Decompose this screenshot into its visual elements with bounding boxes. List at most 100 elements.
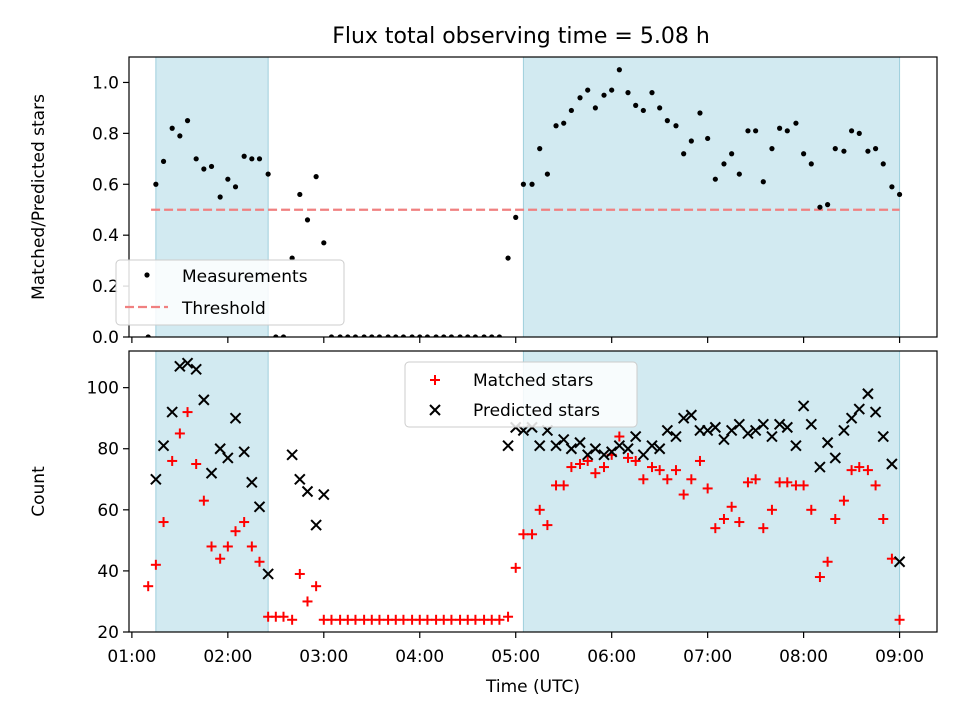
predicted-star-point: [869, 406, 882, 418]
predicted-star-point: [174, 360, 186, 372]
matched-star-point: [575, 459, 586, 470]
measurement-point: [337, 334, 343, 337]
measurement-point: [856, 130, 862, 136]
measurement-point: [465, 334, 471, 337]
x-tick-label: 03:00: [299, 647, 348, 667]
axes-frame: [128, 56, 938, 338]
predicted-star-point: [613, 439, 626, 452]
matched-star-point: [646, 462, 657, 473]
y-tick-label: 40: [97, 562, 119, 582]
measurement-point: [633, 102, 639, 108]
predicted-star-point: [821, 436, 834, 449]
matched-star-point: [558, 480, 569, 491]
matched-star-point: [167, 455, 178, 466]
measurement-point: [848, 128, 855, 134]
matched-star-point: [623, 452, 634, 463]
measurement-point: [208, 163, 215, 170]
matched-star-point: [758, 523, 769, 534]
matched-star-point: [830, 513, 841, 524]
measurement-point: [489, 334, 495, 337]
measurement-point: [784, 128, 790, 134]
matched-star-point: [527, 529, 538, 540]
measurement-point: [817, 204, 823, 210]
matched-star-point: [854, 462, 865, 473]
measurement-point: [688, 138, 694, 144]
matched-star-point: [206, 541, 217, 552]
measurement-point: [601, 92, 607, 98]
predicted-star-point: [646, 439, 658, 452]
measurement-point: [361, 334, 367, 337]
x-tick-label: 05:00: [491, 647, 540, 667]
matched-star-point: [215, 553, 226, 564]
y-tick-label: 0.4: [92, 226, 119, 246]
legend-dot-marker: [144, 272, 150, 278]
measurement-point: [896, 191, 903, 198]
predicted-star-point: [166, 406, 178, 418]
matched-star-point: [510, 562, 521, 573]
matched-star-point: [254, 556, 265, 567]
matched-star-point: [590, 468, 601, 479]
predicted-star-point: [805, 418, 817, 431]
measurement-point: [825, 202, 831, 208]
measurement-point: [561, 120, 567, 126]
measurement-point: [841, 148, 847, 154]
legend-box: [404, 361, 638, 428]
measurement-point: [657, 105, 663, 111]
matched-star-point: [294, 568, 305, 579]
predicted-star-point: [198, 394, 210, 406]
measurement-point: [417, 334, 423, 337]
measurement-point: [496, 334, 503, 337]
matched-star-point: [838, 495, 849, 506]
measurement-point: [160, 158, 167, 164]
measurement-point: [304, 217, 311, 223]
measurement-point: [433, 334, 439, 337]
predicted-star-point: [214, 443, 226, 455]
x-tick-label: 01:00: [107, 647, 156, 667]
y-tick-label: 60: [97, 501, 119, 521]
measurement-point: [513, 214, 519, 220]
measurement-point: [169, 125, 175, 131]
predicted-star-point: [877, 430, 889, 443]
predicted-star-point: [238, 446, 250, 458]
matched-star-point: [398, 614, 409, 625]
predicted-star-point: [310, 519, 322, 531]
matched-star-point: [702, 483, 713, 494]
measurement-point: [609, 87, 615, 93]
measurement-point: [352, 334, 359, 337]
measurement-point: [241, 153, 247, 159]
predicted-star-point: [246, 476, 258, 489]
measurement-point: [777, 125, 783, 131]
predicted-star-point: [829, 452, 841, 464]
y-tick-label: 0.8: [92, 124, 119, 144]
legend-box: [115, 259, 345, 326]
measurement-point: [345, 334, 351, 337]
measurement-point: [640, 107, 646, 114]
measurement-point: [225, 176, 231, 182]
predicted-star-point: [725, 424, 738, 437]
predicted-star-point: [286, 449, 298, 461]
predicted-star-point: [229, 412, 242, 424]
x-tick-label: 04:00: [395, 647, 444, 667]
predicted-star-point: [766, 430, 778, 443]
predicted-star-point: [181, 357, 194, 369]
matched-star-point: [143, 581, 154, 592]
matched-star-point: [894, 614, 905, 625]
y-tick-label: 100: [87, 379, 119, 399]
measurement-point: [177, 133, 183, 139]
measurement-point: [457, 334, 463, 337]
measurement-point: [577, 95, 583, 101]
y-tick-label: 0.2: [92, 277, 119, 297]
measurement-point: [760, 179, 766, 185]
y-tick-label: 80: [97, 440, 119, 460]
legend-x-marker: [429, 404, 441, 416]
x-tick-label: 07:00: [683, 647, 732, 667]
matched-star-point: [654, 465, 665, 476]
matched-star-point: [814, 572, 825, 583]
axes-frame: [128, 350, 938, 633]
measurement-point: [441, 334, 447, 337]
matched-star-point: [239, 517, 250, 528]
predicted-star-point: [550, 439, 562, 452]
matched-star-point: [614, 431, 625, 442]
predicted-star-point: [685, 409, 698, 421]
measurement-point: [729, 151, 735, 157]
